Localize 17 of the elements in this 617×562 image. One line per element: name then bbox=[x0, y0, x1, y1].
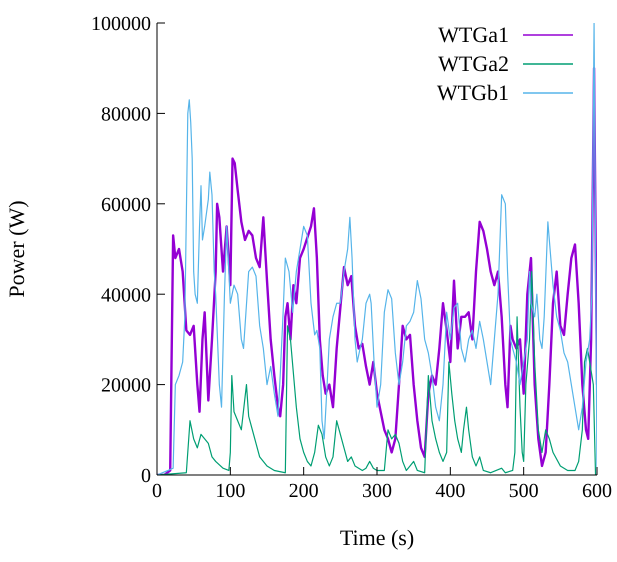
y-axis-title: Power (W) bbox=[4, 200, 29, 298]
y-tick-label: 100000 bbox=[91, 13, 151, 36]
x-axis-title: Time (s) bbox=[340, 525, 414, 550]
x-tick-label: 100 bbox=[215, 480, 246, 502]
y-tick-label: 60000 bbox=[101, 194, 151, 216]
x-tick-label: 500 bbox=[508, 480, 539, 502]
y-tick-label: 20000 bbox=[101, 374, 151, 397]
y-tick-label: 40000 bbox=[101, 284, 151, 306]
x-tick-label: 300 bbox=[362, 480, 392, 502]
y-tick-label: 0 bbox=[141, 465, 151, 488]
x-tick-label: 400 bbox=[435, 480, 466, 502]
x-tick-label: 200 bbox=[288, 480, 319, 502]
legend-label: WTGa1 bbox=[438, 22, 509, 48]
y-tick-label: 80000 bbox=[101, 104, 151, 126]
legend-label: WTGa2 bbox=[438, 50, 509, 76]
x-tick-label: 600 bbox=[582, 480, 612, 502]
legend-label: WTGb1 bbox=[436, 80, 509, 106]
